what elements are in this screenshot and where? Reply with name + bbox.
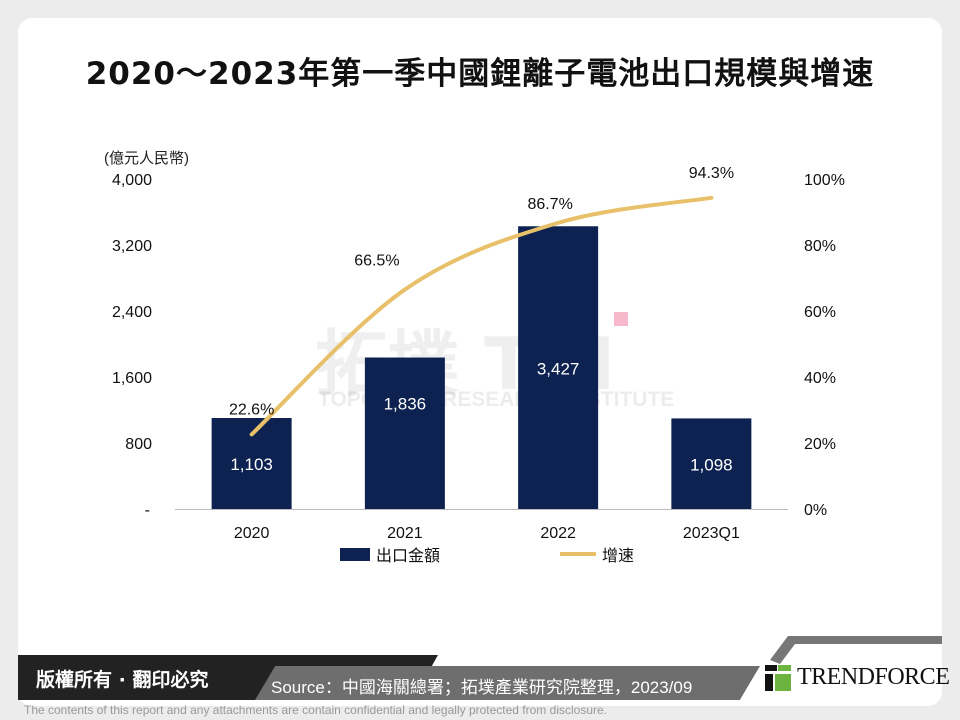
right-tick-label: 80% xyxy=(804,238,836,255)
line-data-label: 86.7% xyxy=(527,196,572,213)
x-tick-label: 2021 xyxy=(387,525,423,542)
left-tick-label: 800 xyxy=(125,436,152,453)
slide-card xyxy=(18,18,942,706)
legend-bar-swatch xyxy=(340,548,370,561)
legend-line-label: 增速 xyxy=(602,547,634,565)
right-tick-label: 100% xyxy=(804,172,845,189)
bar xyxy=(671,418,752,509)
line-data-label: 22.6% xyxy=(229,401,274,418)
disclaimer: The contents of this report and any atta… xyxy=(24,703,607,717)
source-text: Source：中國海關總署；拓墣產業研究院整理，2023/09 xyxy=(271,678,693,697)
chart-title: 2020～2023年第一季中國鋰離子電池出口規模與增速 xyxy=(85,56,875,92)
x-tick-label: 2023Q1 xyxy=(683,525,740,542)
bar-data-label: 1,098 xyxy=(690,455,733,474)
left-tick-label: 3,200 xyxy=(112,238,152,255)
right-tick-label: 40% xyxy=(804,370,836,387)
source-banner: Source：中國海關總署；拓墣產業研究院整理，2023/09 xyxy=(255,666,760,700)
logo-text: TRENDFORCE xyxy=(797,664,950,690)
trendforce-logo: TRENDFORCE xyxy=(765,664,950,691)
bar-data-label: 1,103 xyxy=(230,455,273,474)
left-tick-label: - xyxy=(145,502,150,519)
watermark-dot xyxy=(614,312,628,326)
growth-line xyxy=(249,195,714,437)
line-data-label: 66.5% xyxy=(354,253,399,270)
x-tick-label: 2020 xyxy=(234,525,270,542)
right-tick-label: 0% xyxy=(804,502,827,519)
left-tick-label: 2,400 xyxy=(112,304,152,321)
y-axis-unit: (億元人民幣) xyxy=(104,150,189,167)
logo-mark-icon xyxy=(765,664,791,691)
x-tick-label: 2022 xyxy=(540,525,576,542)
copyright-text: 版權所有 · 翻印必究 xyxy=(36,669,209,691)
left-tick-label: 4,000 xyxy=(112,172,152,189)
bar-data-label: 1,836 xyxy=(384,395,427,414)
left-tick-label: 1,600 xyxy=(112,370,152,387)
footer-accent-stripe xyxy=(770,636,942,664)
bar xyxy=(364,357,445,509)
right-tick-label: 20% xyxy=(804,436,836,453)
bar-data-label: 3,427 xyxy=(537,359,580,378)
line-data-label: 94.3% xyxy=(689,165,734,182)
right-tick-label: 60% xyxy=(804,304,836,321)
legend-bar-label: 出口金額 xyxy=(376,547,440,565)
bar xyxy=(518,226,599,509)
